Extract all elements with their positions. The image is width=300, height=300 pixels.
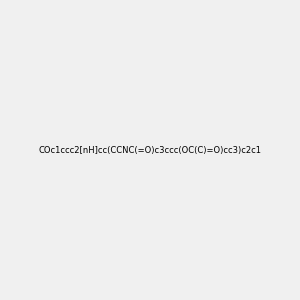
- Text: COc1ccc2[nH]cc(CCNC(=O)c3ccc(OC(C)=O)cc3)c2c1: COc1ccc2[nH]cc(CCNC(=O)c3ccc(OC(C)=O)cc3…: [38, 146, 262, 154]
